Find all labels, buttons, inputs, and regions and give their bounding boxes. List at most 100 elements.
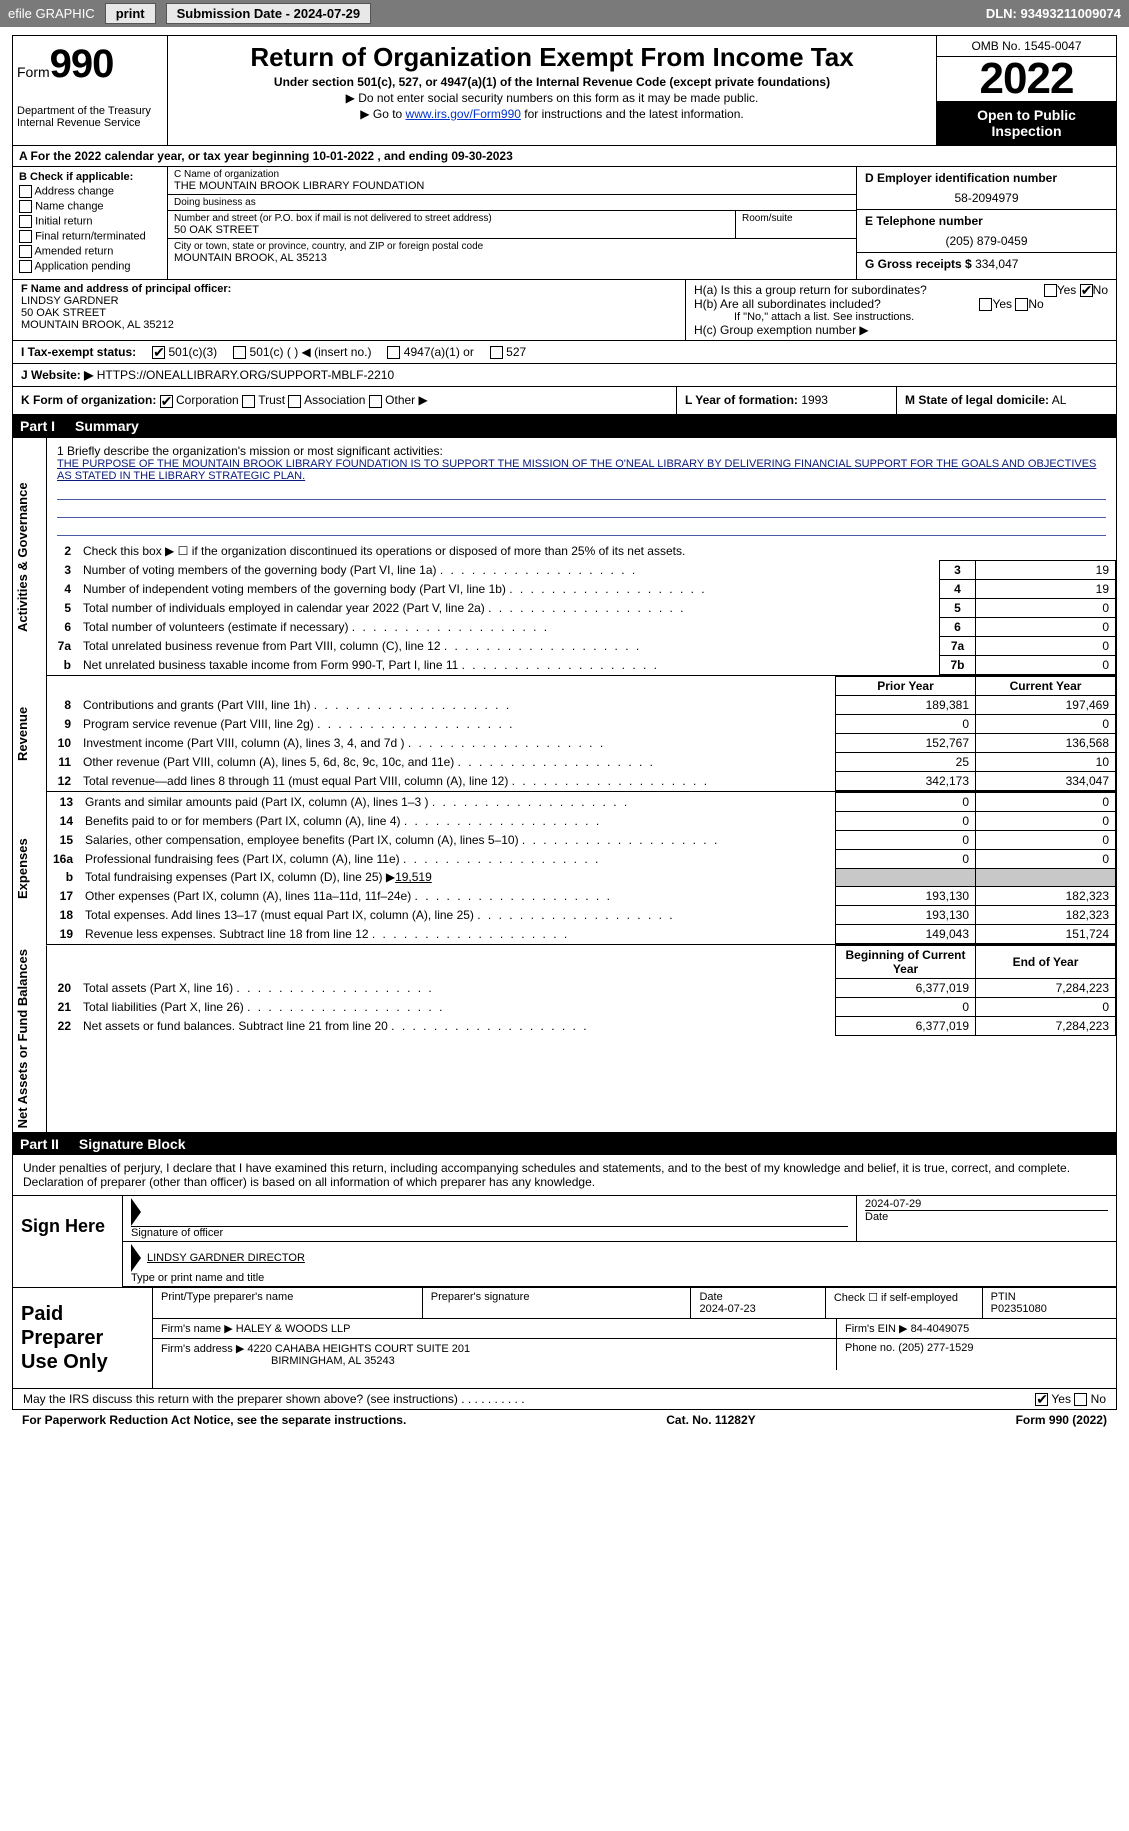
ck-501c3[interactable] [152,346,165,359]
street-val: 50 OAK STREET [174,224,729,236]
print-button[interactable]: print [105,3,156,24]
table-row: 12Total revenue—add lines 8 through 11 (… [47,771,1116,790]
hb-no[interactable] [1015,298,1028,311]
ck-trust[interactable] [242,395,255,408]
vlabel-exp: Expenses [13,792,47,945]
ck-4947[interactable] [387,346,400,359]
irs-link[interactable]: www.irs.gov/Form990 [406,107,521,121]
note-link: ▶ Go to www.irs.gov/Form990 for instruct… [178,107,926,121]
cat-no: Cat. No. 11282Y [666,1413,755,1427]
year-formed: 1993 [801,393,828,407]
prep-selfemp: Check ☐ if self-employed [825,1288,982,1318]
table-row: 10Investment income (Part VIII, column (… [47,733,1116,752]
ck-assoc[interactable] [288,395,301,408]
paperwork-notice: For Paperwork Reduction Act Notice, see … [22,1413,406,1427]
topbar: efile GRAPHIC print Submission Date - 20… [0,0,1129,27]
prep-date-lbl: Date [699,1291,722,1303]
firmaddr-lbl: Firm's address ▶ [161,1343,244,1355]
c-name-lbl: C Name of organization [174,169,850,180]
ha-yes[interactable] [1044,284,1057,297]
table-row: 18Total expenses. Add lines 13–17 (must … [47,905,1116,924]
hb-text: H(b) Are all subordinates included? [694,297,881,311]
ck-corp[interactable] [160,395,173,408]
prep-date: 2024-07-23 [699,1303,755,1315]
firm-ein: 84-4049075 [911,1323,970,1335]
dba-lbl: Doing business as [174,197,850,208]
table-row: 11Other revenue (Part VIII, column (A), … [47,752,1116,771]
part2-title: Signature Block [79,1136,186,1152]
footer: For Paperwork Reduction Act Notice, see … [12,1410,1117,1430]
city-lbl: City or town, state or province, country… [174,241,850,252]
exp-table: 13Grants and similar amounts paid (Part … [47,792,1116,944]
officer-name: LINDSY GARDNER [21,295,119,307]
discuss-row: May the IRS discuss this return with the… [12,1389,1117,1410]
dln-label: DLN: 93493211009074 [986,6,1121,21]
cb-initial: Initial return [19,215,161,228]
phone-lbl: E Telephone number [865,214,1108,228]
street-lbl: Number and street (or P.O. box if mail i… [174,213,729,224]
vlabel-net: Net Assets or Fund Balances [13,945,47,1132]
row-fh: F Name and address of principal officer:… [12,280,1117,341]
part1-header: Part I Summary [12,415,1117,437]
row-klm: K Form of organization: Corporation Trus… [12,387,1117,414]
part2-header: Part II Signature Block [12,1133,1117,1155]
discuss-yes[interactable] [1035,1393,1048,1406]
net-table: Beginning of Current YearEnd of Year 20T… [47,945,1116,1036]
table-row: 5Total number of individuals employed in… [47,598,1116,617]
prep-sig-lbl: Preparer's signature [422,1288,691,1318]
l-lbl: L Year of formation: [685,393,798,407]
ptin-val: P02351080 [991,1303,1047,1315]
phone-val: (205) 879-0459 [865,234,1108,248]
hb-yes[interactable] [979,298,992,311]
cb-address: Address change [19,185,161,198]
form-header: Form990 Department of the Treasury Inter… [12,35,1117,146]
prep-name-lbl: Print/Type preparer's name [153,1288,422,1318]
gross-lbl: G Gross receipts $ [865,257,972,271]
ha-no[interactable] [1080,284,1093,297]
cb-amended: Amended return [19,245,161,258]
table-row: 13Grants and similar amounts paid (Part … [47,792,1116,811]
officer-street: 50 OAK STREET [21,307,106,319]
n16b: b [47,868,79,886]
table-row: bNet unrelated business taxable income f… [47,655,1116,674]
form-id: Form 990 (2022) [1016,1413,1107,1427]
submission-date-button[interactable]: Submission Date - 2024-07-29 [166,3,372,24]
date-lbl: Date [865,1210,1108,1223]
website-val: HTTPS://ONEALLIBRARY.ORG/SUPPORT-MBLF-22… [97,368,394,382]
form-number: Form990 [17,42,163,87]
preparer-block: Paid Preparer Use Only Print/Type prepar… [12,1288,1117,1389]
arrow-icon [131,1198,141,1226]
ck-other[interactable] [369,395,382,408]
form-subtitle: Under section 501(c), 527, or 4947(a)(1)… [178,75,926,89]
mission-val: THE PURPOSE OF THE MOUNTAIN BROOK LIBRAR… [57,458,1106,482]
hdr-py: Prior Year [836,676,976,695]
hb-note: If "No," attach a list. See instructions… [694,311,1108,323]
ck-527[interactable] [490,346,503,359]
table-row: 9Program service revenue (Part VIII, lin… [47,714,1116,733]
efile-label: efile GRAPHIC [8,6,95,21]
m-lbl: M State of legal domicile: [905,393,1049,407]
officer-lbl: F Name and address of principal officer: [21,283,231,295]
sig-lbl: Signature of officer [131,1226,848,1239]
rev-table: Prior YearCurrent Year 8Contributions an… [47,676,1116,791]
note-ssn: ▶ Do not enter social security numbers o… [178,91,926,105]
cb-pending: Application pending [19,260,161,273]
ck-501c[interactable] [233,346,246,359]
part1-num: Part I [20,418,55,434]
table-row: 15Salaries, other compensation, employee… [47,830,1116,849]
form-num: 990 [50,42,114,86]
table-row: 16aProfessional fundraising fees (Part I… [47,849,1116,868]
officer-city: MOUNTAIN BROOK, AL 35212 [21,319,174,331]
officer-print: LINDSY GARDNER DIRECTOR [147,1252,305,1264]
hdr-cy: Current Year [976,676,1116,695]
firm-lbl: Firm's name ▶ [161,1323,233,1335]
sig-intro: Under penalties of perjury, I declare th… [12,1155,1117,1196]
table-row: 14Benefits paid to or for members (Part … [47,811,1116,830]
firmphone-lbl: Phone no. [845,1342,895,1354]
discuss-no[interactable] [1074,1393,1087,1406]
table-row: 7aTotal unrelated business revenue from … [47,636,1116,655]
vlabel-rev: Revenue [13,676,47,792]
table-row: 17Other expenses (Part IX, column (A), l… [47,886,1116,905]
part1-title: Summary [75,418,139,434]
part2-num: Part II [20,1136,59,1152]
